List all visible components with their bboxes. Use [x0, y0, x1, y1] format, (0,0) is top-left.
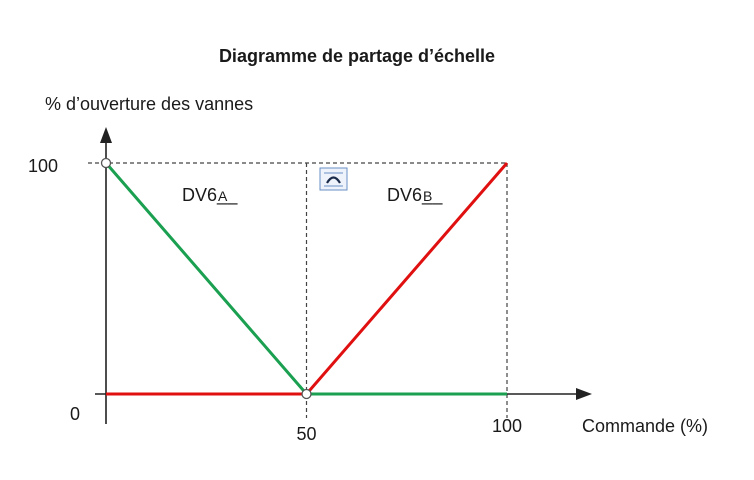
y-axis-label: % d’ouverture des vannes [45, 94, 253, 114]
series-label-a-main: DV6 [182, 185, 217, 205]
series-label-a-underscore-tail: _ [226, 185, 238, 206]
y-tick-label-100: 100 [28, 156, 58, 176]
x-axis-arrow [576, 388, 592, 400]
series-label-b: DV6_B_ [387, 185, 443, 206]
series-label-a: DV6_A_ [182, 185, 238, 206]
data-point-x50-y0 [301, 388, 312, 400]
series-label-a-underscore: _ [216, 185, 228, 206]
chart-title: Diagramme de partage d’échelle [219, 46, 495, 66]
series-label-a-sub: A [218, 188, 228, 204]
series-label-b-underscore-tail: _ [431, 185, 443, 206]
anchor-icon [319, 167, 348, 191]
data-point-x0-y100 [100, 157, 112, 169]
tick-labels: 0 50 100 100 [28, 156, 522, 444]
x-tick-label-0: 0 [70, 404, 80, 424]
series-label-b-main: DV6 [387, 185, 422, 205]
y-axis-arrow [100, 127, 112, 143]
x-axis-label: Commande (%) [582, 416, 708, 436]
x-tick-label-50: 50 [296, 424, 316, 444]
reference-lines [88, 162, 508, 418]
series-label-b-sub: B [423, 188, 432, 204]
points-group [100, 157, 312, 400]
series-label-b-underscore: _ [421, 185, 433, 206]
x-tick-label-100: 100 [492, 416, 522, 436]
